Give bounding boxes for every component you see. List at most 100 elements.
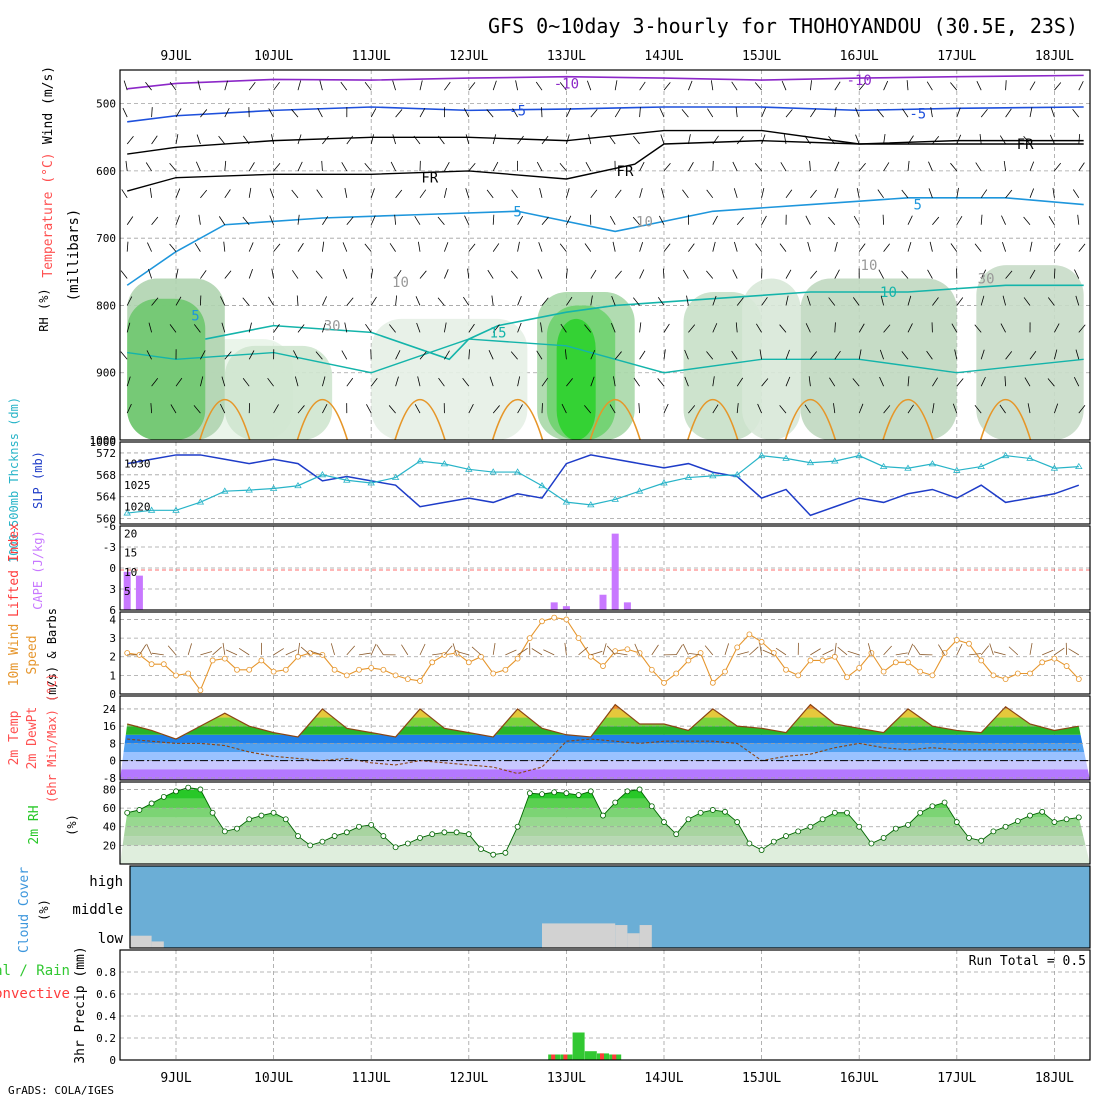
wind-barb xyxy=(487,269,494,279)
wind-barb xyxy=(756,323,762,333)
rh2m-point xyxy=(1075,814,1082,821)
wind-barb xyxy=(444,322,447,333)
wind10-point xyxy=(905,659,911,666)
wind-barb xyxy=(316,189,323,199)
temp-band xyxy=(120,734,1090,744)
wind-barb xyxy=(735,322,738,333)
wind-barb xyxy=(492,243,500,252)
wind-barb xyxy=(684,349,689,360)
thickness-marker xyxy=(391,473,400,480)
lifted-index-tick-label: -3 xyxy=(103,541,116,554)
wind-barb xyxy=(1023,216,1031,225)
temperature-axis-label: Temperature (°C) xyxy=(41,152,56,277)
date-label-top: 11JUL xyxy=(352,49,391,64)
wind-barb xyxy=(712,295,717,306)
wind-barb xyxy=(1003,160,1006,171)
thickness-marker xyxy=(172,506,180,513)
wind10-point xyxy=(417,678,423,684)
pressure-tick-label: 600 xyxy=(96,165,116,178)
thickness-marker xyxy=(879,462,888,469)
wind10-point xyxy=(734,644,741,651)
wind-barb xyxy=(906,80,909,91)
wind-barb xyxy=(344,322,348,333)
wind10-barb xyxy=(749,646,759,656)
wind-barb xyxy=(322,241,325,252)
cape-bar xyxy=(611,533,619,610)
wind-barb xyxy=(927,269,933,279)
wind-barb xyxy=(291,189,299,199)
wind-barb xyxy=(1001,215,1006,225)
wind-barb xyxy=(662,268,665,279)
wind-barb xyxy=(761,187,765,198)
thickness-marker xyxy=(294,481,302,489)
wind-barb xyxy=(879,349,884,360)
thickness-marker xyxy=(465,465,473,472)
wind-barb xyxy=(883,324,891,333)
rh2m-point xyxy=(356,823,362,830)
wind-barb xyxy=(611,295,616,306)
wind-barb xyxy=(486,189,494,199)
wind10-point xyxy=(356,666,362,673)
wind-barb xyxy=(175,134,179,145)
wind-barb xyxy=(394,214,396,225)
rh2m-panel xyxy=(119,781,1091,865)
rh2m-point xyxy=(758,847,765,853)
wind-barb xyxy=(370,296,377,306)
rh2m-point xyxy=(490,851,497,858)
rh2m-point xyxy=(770,838,777,845)
rh2m-point xyxy=(880,835,887,841)
wind10-point xyxy=(185,670,192,677)
wind10-barb xyxy=(688,652,701,656)
wind-barb xyxy=(1054,243,1061,252)
wind-barb xyxy=(736,403,739,414)
rh-axis-label: RH (%) xyxy=(37,288,51,331)
rh2m-point xyxy=(465,831,472,838)
rh-shading xyxy=(800,278,957,440)
wind10-barb xyxy=(615,652,628,656)
temp-contour-20 xyxy=(979,398,1032,441)
lifted-index-tick-label: -6 xyxy=(103,520,116,533)
rh2m-point xyxy=(173,788,179,795)
wind10-barb xyxy=(867,643,872,655)
wind10-barb xyxy=(913,644,921,656)
wind10-point xyxy=(624,646,631,653)
wind-barb xyxy=(804,135,811,145)
wind10-barb xyxy=(310,651,323,656)
rh2m-point xyxy=(160,794,167,800)
wind-barb xyxy=(468,404,474,414)
wind10-point xyxy=(563,616,570,623)
cape-bar xyxy=(550,602,558,610)
temp-band xyxy=(120,704,1090,709)
thickness-marker xyxy=(977,462,985,469)
wind10-tick-label: 1 xyxy=(109,669,116,682)
rh2m-point xyxy=(990,828,997,835)
thickness-marker xyxy=(1001,451,1010,459)
dewpoint-line xyxy=(127,738,1079,775)
temp-contour-minus5 xyxy=(127,106,1084,123)
wind-barb xyxy=(733,188,738,198)
wind-barb xyxy=(807,241,811,252)
rh2m-tick-label: 60 xyxy=(103,802,116,815)
wind-barb xyxy=(193,324,201,333)
temp-contour-20 xyxy=(296,398,349,441)
wind-barb xyxy=(566,296,573,306)
wind-barb xyxy=(974,243,982,252)
wind-barb xyxy=(297,405,305,414)
thickness-marker xyxy=(757,451,766,459)
wind10-point xyxy=(819,657,826,664)
wind-barb xyxy=(663,243,671,252)
wind10-barb xyxy=(376,644,384,656)
wind-barb xyxy=(639,81,646,91)
wind-barb xyxy=(169,81,177,91)
wind-barb xyxy=(1029,350,1037,360)
wind-barb xyxy=(950,162,958,172)
chart-title: GFS 0~10day 3-hourly for THOHOYANDOU (30… xyxy=(488,14,1078,38)
wind-barb xyxy=(297,243,304,252)
wind-barb xyxy=(928,188,933,198)
wind10-point xyxy=(892,659,899,666)
temp-contour-20 xyxy=(394,398,446,441)
contour-label: FR xyxy=(617,164,634,180)
wind-barb xyxy=(468,243,476,252)
wind-barb xyxy=(340,81,348,91)
wind-barb xyxy=(220,403,226,414)
